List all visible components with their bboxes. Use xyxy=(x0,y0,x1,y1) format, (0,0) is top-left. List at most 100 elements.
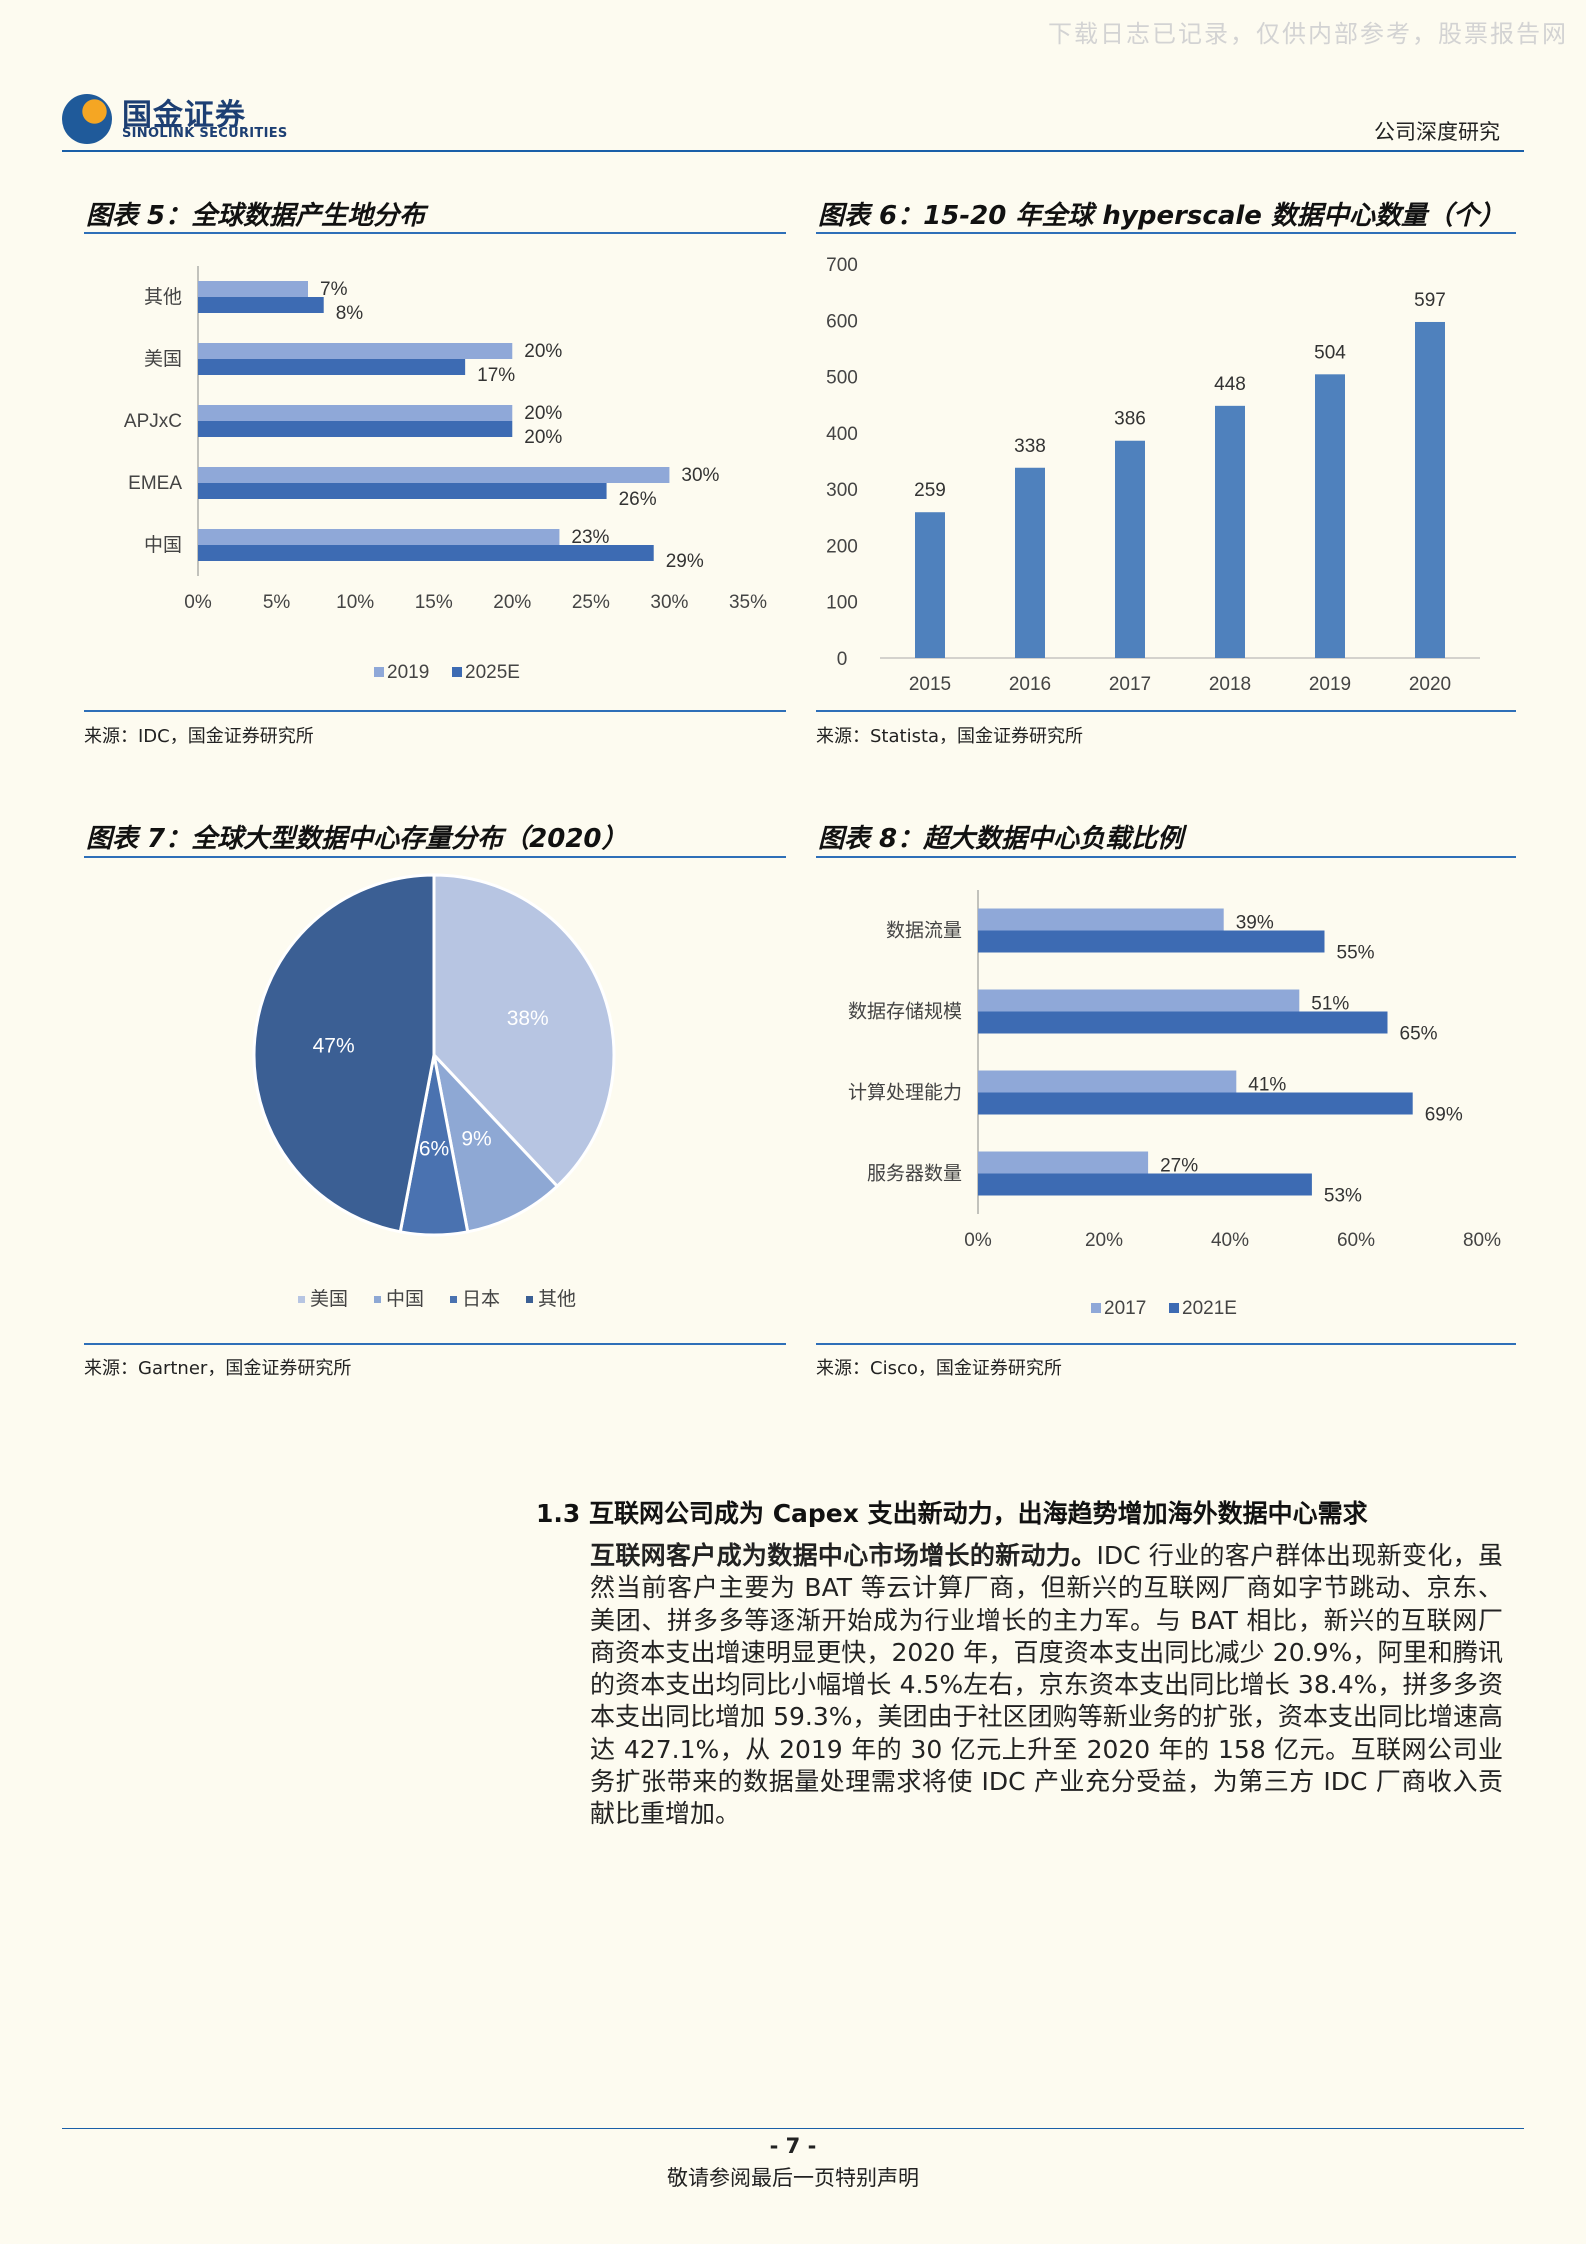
data-label: 69% xyxy=(1425,1105,1463,1126)
logo-chinese-name: 国金证券 xyxy=(122,98,246,133)
x-tick-label: 80% xyxy=(1463,1230,1501,1251)
category-label: EMEA xyxy=(128,473,182,494)
report-type: 公司深度研究 xyxy=(1374,120,1500,144)
data-label: 55% xyxy=(1337,943,1375,964)
bar xyxy=(1215,405,1245,658)
bar-2021E xyxy=(978,1092,1413,1115)
fig6-chart: 0 100 200 300 400 500 600 700 259 2015 338 2016 386 2… xyxy=(826,255,1480,695)
fig8-title-rule xyxy=(816,856,1516,858)
y-tick-label: 500 xyxy=(826,368,858,389)
bar-2019 xyxy=(198,405,513,421)
bar-2025E xyxy=(198,297,324,313)
company-logo: 国金证券 SINOLINK SECURITIES xyxy=(62,90,290,146)
legend-swatch xyxy=(450,1296,457,1303)
fig5-chart: 其他 7% 8% 美国 20% 17% APJxC 20% 20% EMEA 30% 26% 中国 23%… xyxy=(124,266,767,683)
x-tick-label: 5% xyxy=(263,592,291,613)
x-tick-label: 40% xyxy=(1211,1230,1249,1251)
logo-emblem-icon xyxy=(62,94,112,144)
fig6-title: 图表 6：15-20 年全球 hyperscale 数据中心数量（个） xyxy=(818,201,1505,231)
legend-swatch xyxy=(374,1296,381,1303)
fig5-title: 图表 5：全球数据产生地分布 xyxy=(86,201,426,231)
y-tick-label: 400 xyxy=(826,424,858,445)
bar-2021E xyxy=(978,1173,1312,1196)
x-tick-label: 2015 xyxy=(909,674,951,695)
data-label: 20% xyxy=(524,403,562,424)
category-label: 其他 xyxy=(144,286,182,308)
bar-2017 xyxy=(978,908,1224,931)
page-number: - 7 - xyxy=(769,2134,817,2158)
category-label: 美国 xyxy=(144,348,182,370)
legend-label: 2017 xyxy=(1104,1298,1146,1319)
legend-label: 2021E xyxy=(1182,1298,1237,1319)
bar-2025E xyxy=(198,483,607,499)
data-label: 7% xyxy=(320,279,348,300)
category-label: 中国 xyxy=(144,534,182,556)
bar xyxy=(1315,374,1345,658)
category-label: 计算处理能力 xyxy=(848,1082,962,1104)
y-tick-label: 0 xyxy=(837,649,848,670)
paragraph-body: IDC 行业的客户群体出现新变化，虽然当前客户主要为 BAT 等云计算厂商，但新… xyxy=(590,1541,1503,1829)
legend-swatch-2025E xyxy=(452,667,462,677)
legend-label: 中国 xyxy=(386,1288,424,1310)
data-label: 65% xyxy=(1400,1024,1438,1045)
bar xyxy=(1115,440,1145,658)
x-tick-label: 2017 xyxy=(1109,674,1151,695)
legend-swatch-2019 xyxy=(374,667,384,677)
bar xyxy=(1015,467,1045,658)
data-label: 29% xyxy=(666,551,704,572)
data-label: 504 xyxy=(1314,342,1346,363)
bar-2017 xyxy=(978,989,1300,1012)
pie-slice-label: 38% xyxy=(507,1007,549,1030)
x-tick-label: 60% xyxy=(1337,1230,1375,1251)
x-tick-label: 2018 xyxy=(1209,674,1251,695)
x-tick-label: 10% xyxy=(336,592,374,613)
x-tick-label: 20% xyxy=(1085,1230,1123,1251)
logo-english-name: SINOLINK SECURITIES xyxy=(122,126,288,141)
bar-2025E xyxy=(198,359,466,375)
data-label: 597 xyxy=(1414,290,1446,311)
fig8-bottom-rule xyxy=(816,1343,1516,1345)
y-tick-label: 200 xyxy=(826,536,858,557)
y-tick-label: 300 xyxy=(826,480,858,501)
x-tick-label: 2020 xyxy=(1409,674,1451,695)
data-label: 448 xyxy=(1214,374,1246,395)
legend-label: 2025E xyxy=(465,662,520,683)
bar-2025E xyxy=(198,545,654,561)
fig7-source: 来源：Gartner，国金证券研究所 xyxy=(84,1358,352,1379)
legend-swatch xyxy=(526,1296,533,1303)
data-label: 386 xyxy=(1114,409,1146,430)
pie-slice-中国 xyxy=(431,1050,560,1234)
x-tick-label: 35% xyxy=(729,592,767,613)
header-divider xyxy=(62,150,1524,152)
section-heading: 1.3 互联网公司成为 Capex 支出新动力，出海趋势增加海外数据中心需求 xyxy=(536,1499,1368,1528)
category-label: 数据流量 xyxy=(886,920,962,942)
data-label: 53% xyxy=(1324,1186,1362,1207)
bar-2019 xyxy=(198,343,513,359)
fig7-title: 图表 7：全球大型数据中心存量分布（2020） xyxy=(86,824,628,854)
fig8-chart: 数据流量 39% 55% 数据存储规模 51% 65% 计算处理能力 41% 69% 服务器数量 2… xyxy=(848,890,1501,1319)
category-label: 服务器数量 xyxy=(867,1163,962,1185)
fig5-bottom-rule xyxy=(84,710,786,712)
category-label: 数据存储规模 xyxy=(848,1001,962,1023)
footer-divider xyxy=(62,2128,1524,2129)
fig8-title: 图表 8：超大数据中心负载比例 xyxy=(818,824,1184,854)
bar-2017 xyxy=(978,1070,1237,1093)
legend-label: 其他 xyxy=(538,1288,576,1310)
data-label: 41% xyxy=(1248,1075,1286,1096)
x-tick-label: 25% xyxy=(572,592,610,613)
watermark: 下载日志已记录，仅供内部参考，股票报告网 xyxy=(1048,20,1568,48)
data-label: 39% xyxy=(1236,913,1274,934)
pie-slice-label: 47% xyxy=(313,1035,355,1058)
data-label: 20% xyxy=(524,341,562,362)
data-label: 259 xyxy=(914,480,946,501)
x-tick-label: 15% xyxy=(415,592,453,613)
y-tick-label: 100 xyxy=(826,593,858,614)
fig8-source: 来源：Cisco，国金证券研究所 xyxy=(816,1358,1062,1379)
x-tick-label: 2019 xyxy=(1309,674,1351,695)
bar xyxy=(1415,321,1445,658)
fig6-title-rule xyxy=(816,232,1516,234)
data-label: 17% xyxy=(477,365,515,386)
pie-slice-label: 6% xyxy=(419,1138,449,1161)
pie-slice-label: 9% xyxy=(461,1127,491,1150)
category-label: APJxC xyxy=(124,411,182,432)
